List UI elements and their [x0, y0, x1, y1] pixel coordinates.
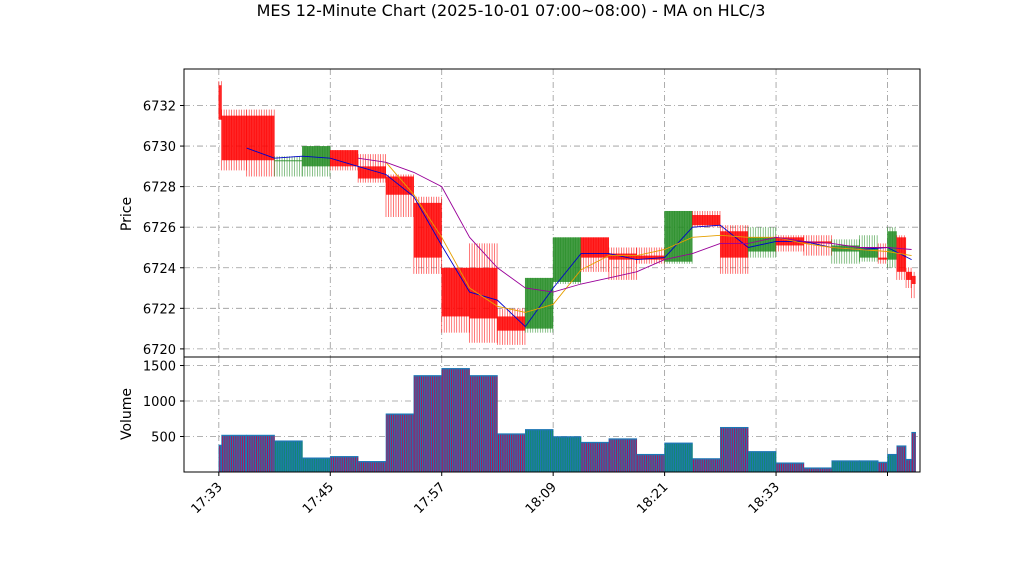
candle	[719, 225, 749, 274]
volume-bar	[524, 429, 554, 473]
candle-body	[274, 160, 303, 162]
volume-bar	[357, 461, 387, 473]
volume-bar	[413, 375, 443, 473]
candle	[692, 210, 721, 228]
volume-bar	[302, 457, 331, 473]
candle-body	[330, 150, 359, 167]
volume-bar	[580, 441, 610, 473]
x-tick-label: 17:33	[189, 480, 226, 517]
volume-bar	[552, 436, 582, 473]
volume-bar	[608, 438, 638, 473]
x-axis: 17:33 17:45 17:57 18:09 18:21 18:33	[189, 472, 888, 517]
volume-bar	[905, 458, 912, 473]
candle-body	[887, 231, 897, 260]
candle-body	[664, 210, 693, 262]
candle-body	[358, 166, 386, 179]
volume-bar	[385, 413, 415, 473]
volume-tick-label: 500	[151, 431, 176, 446]
volume-tick-label: 1000	[143, 395, 176, 410]
candle-body	[302, 146, 331, 167]
volume-tick-label: 1500	[143, 360, 176, 375]
price-tick-label: 6720	[143, 343, 176, 358]
volume-bar	[720, 426, 749, 473]
candle	[580, 237, 609, 272]
candle	[221, 109, 247, 171]
candle-body	[859, 247, 879, 258]
price-tick-label: 6726	[143, 221, 176, 236]
volume-axis-label: Volume	[119, 388, 135, 440]
x-tick-label: 18:21	[634, 480, 671, 517]
volume-bar	[497, 433, 526, 473]
candle	[877, 243, 888, 264]
candle-body	[906, 271, 912, 280]
candle	[218, 81, 222, 120]
volume-bar	[887, 453, 898, 473]
candle	[274, 156, 303, 177]
volume-bar	[775, 462, 805, 473]
volume-bar	[877, 461, 888, 473]
volume-bar	[469, 375, 498, 473]
volume-bar	[246, 434, 275, 473]
candle	[524, 277, 554, 333]
volume-bar-fill	[221, 434, 247, 473]
candle	[329, 150, 359, 171]
moving-average-line	[358, 157, 912, 293]
candle-body	[911, 275, 916, 284]
candle	[859, 235, 879, 262]
x-tick-label: 17:45	[300, 480, 337, 517]
candle-body	[441, 267, 470, 317]
price-tick-label: 6728	[143, 181, 176, 196]
volume-bar	[441, 368, 470, 473]
x-tick-label: 17:57	[411, 480, 448, 517]
candle	[911, 271, 916, 299]
volume-bar	[218, 444, 222, 473]
volume-bar	[831, 460, 860, 473]
volume-bar	[636, 453, 665, 473]
x-tick-label: 18:33	[746, 480, 783, 517]
moving-average-line	[385, 162, 912, 313]
price-tick-label: 6724	[143, 262, 176, 277]
price-tick-label: 6722	[143, 302, 176, 317]
volume-bar	[692, 458, 721, 473]
candle-body	[878, 257, 888, 260]
volume-bar	[896, 445, 907, 473]
candle	[385, 174, 414, 218]
candle	[441, 267, 470, 333]
candle	[552, 237, 582, 284]
volume-bar	[803, 467, 833, 473]
volume-bar	[664, 442, 693, 473]
candle-body	[497, 316, 526, 331]
candle-body	[218, 85, 222, 120]
volume-bar	[329, 456, 359, 473]
price-panel: 6720 6722 6724 6726 6728 6730 6732	[143, 68, 921, 358]
volume-axes-frame	[183, 356, 921, 473]
volume-bar	[221, 434, 247, 473]
price-axis-label: Price	[119, 197, 135, 231]
x-tick-label: 18:09	[523, 480, 560, 517]
candle	[905, 267, 912, 289]
volume-panel: 500 1000 1500	[143, 356, 921, 473]
candle	[664, 210, 693, 264]
candle-body	[692, 215, 721, 226]
chart-title: MES 12-Minute Chart (2025-10-01 07:00~08…	[257, 1, 766, 20]
volume-bar	[274, 440, 303, 473]
volume-bar	[911, 431, 916, 473]
price-tick-label: 6732	[143, 100, 176, 115]
candle-body	[636, 255, 665, 260]
candle	[357, 154, 386, 183]
volume-bar	[747, 451, 777, 473]
candle	[302, 146, 331, 177]
price-tick-label: 6730	[143, 140, 176, 155]
candle-body	[581, 237, 609, 258]
volume-bar	[859, 460, 879, 473]
candle-body	[221, 115, 247, 161]
